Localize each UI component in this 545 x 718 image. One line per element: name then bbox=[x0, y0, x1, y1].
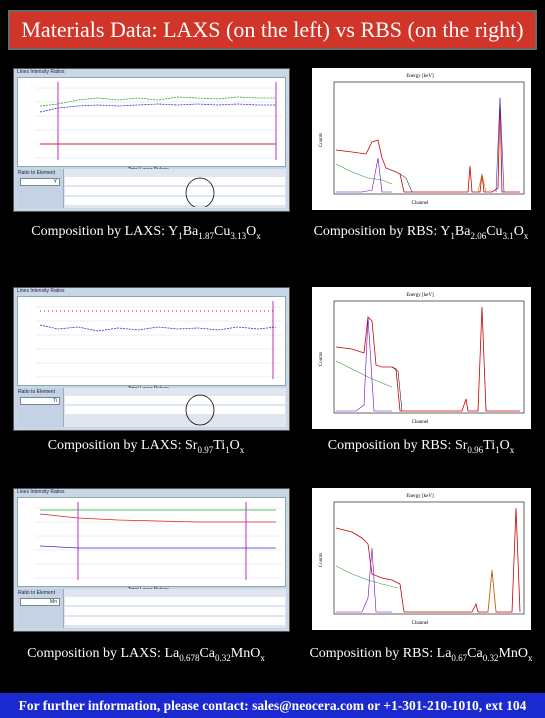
contact-footer: For further information, please contact:… bbox=[0, 693, 545, 718]
rbs-spectrum-green bbox=[335, 163, 393, 185]
laxs-plot: Total Laser Pulses bbox=[17, 296, 286, 392]
rbs-spectrum-green bbox=[335, 360, 393, 388]
rbs-top-label: Energy [keV] bbox=[406, 494, 434, 499]
ratio-label: Ratio to Element bbox=[18, 389, 55, 395]
series-red bbox=[39, 513, 276, 523]
laxs-table: Ratio to Element Ti bbox=[17, 388, 286, 427]
ratio-element-select[interactable]: Mn bbox=[20, 598, 60, 606]
caption-rbs-3: Composition by RBS: La0.67Ca0.32MnOx bbox=[309, 646, 533, 663]
rbs-spectrum-purple bbox=[336, 157, 392, 193]
rbs-chart: Energy [keV] Channel Counts bbox=[319, 74, 525, 206]
rbs-chart: Energy [keV] Channel Counts bbox=[319, 494, 525, 626]
rbs-spectrum-black bbox=[391, 366, 403, 412]
rbs-spectrum-red bbox=[335, 97, 520, 193]
laxs-panel-2: Lines Intensity Ratios Total Laser Pulse… bbox=[13, 287, 290, 431]
caption-rbs-2: Composition by RBS: Sr0.96Ti1Ox bbox=[327, 438, 515, 455]
rbs-xlabel: Channel bbox=[412, 201, 429, 206]
caption-laxs-2: Composition by LAXS: Sr0.97Ti1Ox bbox=[47, 438, 245, 455]
rbs-spectrum-red bbox=[335, 306, 520, 412]
laxs-header: Lines Intensity Ratios bbox=[17, 489, 65, 495]
laxs-header: Lines Intensity Ratios bbox=[17, 69, 65, 75]
series-blue bbox=[39, 324, 277, 332]
rbs-spectrum-purple bbox=[336, 547, 392, 613]
ratio-sidebar: Ratio to Element Y bbox=[17, 169, 64, 208]
laxs-header: Lines Intensity Ratios bbox=[17, 288, 65, 294]
rbs-spectrum-green bbox=[335, 565, 399, 589]
rbs-top-label: Energy [keV] bbox=[406, 293, 434, 298]
caption-laxs-1: Composition by LAXS: Y1Ba1.87Cu3.13Ox bbox=[31, 224, 261, 241]
rbs-panel-3: Energy [keV] Channel Counts bbox=[312, 488, 531, 630]
rbs-ylabel: Counts bbox=[319, 553, 324, 567]
laxs-table: Ratio to Element Mn bbox=[17, 589, 286, 628]
laxs-chart bbox=[36, 82, 282, 160]
ratio-element-select[interactable]: Y bbox=[20, 178, 60, 186]
laxs-panel-1: Lines Intensity Ratios Total Laser Pulse… bbox=[13, 68, 290, 212]
rbs-panel-1: Energy [keV] Channel Counts bbox=[312, 68, 531, 210]
ratio-element-select[interactable]: Ti bbox=[20, 397, 60, 405]
table-rows bbox=[65, 177, 285, 207]
laxs-panel-3: Lines Intensity Ratios Total Laser Pulse… bbox=[13, 488, 290, 632]
laxs-chart bbox=[36, 502, 282, 580]
rbs-top-label: Energy [keV] bbox=[406, 74, 434, 79]
series-blue bbox=[39, 545, 276, 549]
rbs-chart: Energy [keV] Channel Counts bbox=[319, 293, 525, 425]
ratio-label: Ratio to Element bbox=[18, 170, 55, 176]
series-green bbox=[39, 96, 276, 107]
rbs-spectrum-red bbox=[335, 507, 521, 613]
rbs-ylabel: Counts bbox=[319, 133, 324, 147]
rbs-ylabel: Counts bbox=[319, 352, 324, 366]
rbs-peak-gold bbox=[487, 569, 497, 613]
rbs-spectrum-black bbox=[399, 173, 413, 193]
rbs-peak-gold bbox=[477, 173, 487, 193]
gridlines bbox=[36, 87, 282, 159]
laxs-plot: Total Laser Pulses bbox=[17, 497, 286, 593]
rbs-xlabel: Channel bbox=[412, 420, 429, 425]
ratio-sidebar: Ratio to Element Ti bbox=[17, 388, 64, 427]
rbs-xlabel: Channel bbox=[412, 621, 429, 626]
page-title: Materials Data: LAXS (on the left) vs RB… bbox=[8, 10, 537, 50]
laxs-chart bbox=[36, 301, 282, 379]
gridlines bbox=[36, 507, 282, 579]
rbs-spectrum-purple bbox=[336, 316, 392, 412]
series-blue bbox=[39, 103, 276, 113]
gridlines bbox=[36, 306, 282, 378]
rbs-peak-blue bbox=[495, 97, 505, 193]
rbs-panel-2: Energy [keV] Channel Counts bbox=[312, 287, 531, 429]
ratio-sidebar: Ratio to Element Mn bbox=[17, 589, 64, 628]
caption-rbs-1: Composition by RBS: Y1Ba2.06Cu3.1Ox bbox=[313, 224, 529, 241]
ratio-label: Ratio to Element bbox=[18, 590, 55, 596]
table-rows bbox=[65, 394, 285, 426]
laxs-plot: Total Laser Pulses bbox=[17, 77, 286, 173]
caption-laxs-3: Composition by LAXS: La0.678Ca0.32MnOx bbox=[27, 646, 265, 663]
table-rows bbox=[65, 597, 285, 625]
laxs-table: Ratio to Element Y bbox=[17, 169, 286, 208]
